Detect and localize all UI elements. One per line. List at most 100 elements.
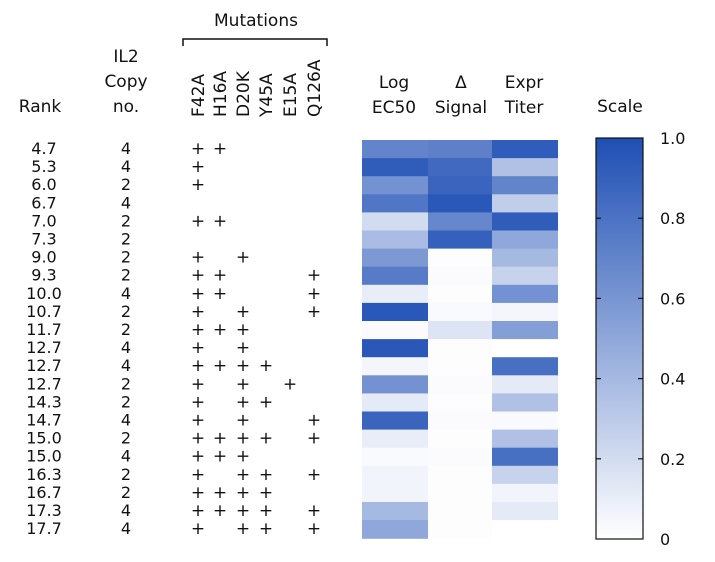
- mutation-mark: +: [213, 501, 227, 521]
- copy-number-value: 2: [121, 429, 131, 448]
- mutation-mark: +: [213, 356, 227, 376]
- mutation-mark: +: [213, 429, 227, 449]
- delta-signal-cell: [428, 411, 492, 431]
- mutation-mark: +: [213, 284, 227, 304]
- rank-value: 16.3: [26, 465, 62, 484]
- copy-number-value: 2: [121, 211, 131, 230]
- delta-signal-cell: [428, 194, 492, 213]
- mutation-mark: +: [191, 320, 205, 340]
- expr-titer-cell: [492, 284, 558, 304]
- il2-header-line1: IL2: [113, 47, 138, 67]
- expr-titer-cell: [492, 302, 558, 322]
- copy-number-value: 4: [121, 356, 131, 375]
- log-ec50-cell: [362, 447, 428, 467]
- rank-value: 17.7: [26, 519, 62, 538]
- delta-signal-cell: [428, 393, 492, 413]
- expr-titer-cell: [492, 357, 558, 376]
- delta-signal-cell: [428, 212, 492, 232]
- mutation-mark: +: [236, 411, 250, 431]
- delta-signal-cell: [428, 158, 492, 177]
- delta-signal-cell: [428, 176, 492, 195]
- log-ec50-cell: [362, 266, 428, 286]
- rank-value: 12.7: [26, 356, 62, 375]
- expr-titer-cell: [492, 502, 558, 521]
- mutation-mark: +: [191, 139, 205, 159]
- expr-titer-cell: [492, 230, 558, 250]
- mutation-header-q126a: Q126A: [305, 59, 325, 117]
- rank-value: 16.7: [26, 483, 62, 502]
- copy-number-value: 2: [121, 230, 131, 249]
- colorbar-ticks: 0 0.2 0.4 0.6 0.8 1.0: [596, 129, 685, 549]
- delta-signal-header-line1: Δ: [455, 73, 467, 93]
- mutation-mark: +: [236, 483, 250, 503]
- mutation-mark: +: [236, 447, 250, 467]
- copy-number-value: 2: [121, 392, 131, 411]
- mutation-mark: +: [236, 248, 250, 268]
- mutation-mark: +: [259, 501, 273, 521]
- mutation-mark: +: [307, 501, 321, 521]
- copy-number-value: 4: [121, 157, 131, 176]
- mutation-mark: +: [236, 501, 250, 521]
- log-ec50-cell: [362, 393, 428, 413]
- expr-titer-cell: [492, 375, 558, 394]
- expr-titer-cell: [492, 248, 558, 268]
- rank-value: 10.7: [26, 302, 62, 321]
- delta-signal-cell: [428, 266, 492, 286]
- delta-signal-cell: [428, 248, 492, 268]
- delta-signal-cell: [428, 520, 492, 539]
- mutation-header-h16a: H16A: [211, 71, 231, 117]
- log-ec50-cell: [362, 158, 428, 177]
- expr-titer-cell: [492, 158, 558, 177]
- colorbar-tick-label: 0.2: [660, 450, 685, 469]
- copy-number-value: 4: [121, 139, 131, 158]
- mutation-mark: +: [236, 429, 250, 449]
- copy-number-value: 4: [121, 193, 131, 212]
- mutation-mark: +: [191, 157, 205, 177]
- mutation-mark: +: [307, 266, 321, 286]
- mutation-header-e15a: E15A: [281, 73, 301, 117]
- mutation-mark: +: [191, 356, 205, 376]
- rank-value: 4.7: [31, 139, 56, 158]
- mutations-bracket: [182, 38, 328, 46]
- mutation-mark: +: [236, 356, 250, 376]
- expr-titer-header-line1: Expr: [505, 73, 544, 93]
- rank-value: 7.3: [31, 230, 56, 249]
- il2-header-line2: Copy: [104, 72, 147, 92]
- mutation-mark: +: [259, 519, 273, 539]
- log-ec50-cell: [362, 212, 428, 232]
- delta-signal-cell: [428, 375, 492, 394]
- mutations-group-label: Mutations: [214, 11, 298, 31]
- delta-signal-cell: [428, 321, 492, 340]
- log-ec50-cell: [362, 321, 428, 340]
- rank-value: 14.7: [26, 411, 62, 430]
- colorbar-tick-label: 1.0: [660, 129, 685, 148]
- mutation-mark: +: [307, 302, 321, 322]
- log-ec50-cell: [362, 140, 428, 159]
- mutation-mark: +: [236, 302, 250, 322]
- mutation-mark: +: [191, 175, 205, 195]
- mutation-mark: +: [283, 374, 297, 394]
- mutation-mark: +: [236, 374, 250, 394]
- expr-titer-cell: [492, 520, 558, 539]
- delta-signal-cell: [428, 140, 492, 159]
- mutation-mark: +: [307, 519, 321, 539]
- rank-value: 9.0: [31, 248, 56, 267]
- mutation-mark: +: [191, 302, 205, 322]
- log-ec50-cell: [362, 357, 428, 376]
- copy-number-value: 2: [121, 175, 131, 194]
- expr-titer-cell: [492, 176, 558, 195]
- mutation-header-d20k: D20K: [234, 70, 254, 117]
- mutation-mark: +: [213, 447, 227, 467]
- copy-number-value: 4: [121, 411, 131, 430]
- log-ec50-cell: [362, 248, 428, 268]
- mutation-mark: +: [191, 501, 205, 521]
- mutation-mark: +: [259, 483, 273, 503]
- rank-header: Rank: [19, 97, 62, 117]
- mutation-mark: +: [191, 465, 205, 485]
- delta-signal-cell: [428, 357, 492, 376]
- rank-value: 15.0: [26, 447, 62, 466]
- mutation-mark: +: [236, 465, 250, 485]
- delta-signal-cell: [428, 465, 492, 485]
- delta-signal-cell: [428, 230, 492, 250]
